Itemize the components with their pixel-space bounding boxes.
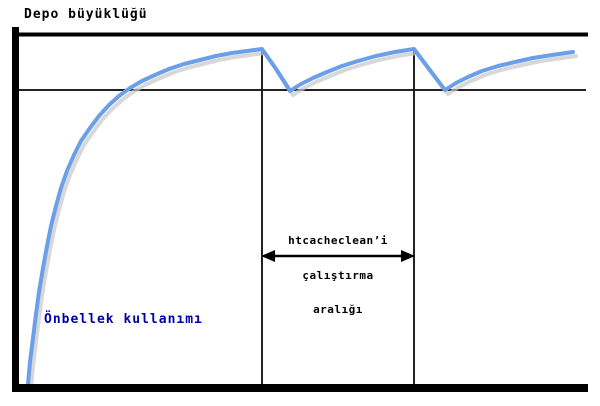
y-axis-title: Depo büyüklüğü (24, 7, 148, 22)
interval-label-line1: htcacheclean’i (288, 234, 388, 247)
cache-usage-curve (26, 47, 575, 386)
cache-usage-curve-shadow (29, 51, 578, 390)
curve-label: Önbellek kullanımı (44, 312, 203, 327)
interval-arrow-head-left-icon (261, 250, 275, 262)
interval-label-line3: aralığı (313, 303, 363, 316)
interval-label-line2: çalıştırma (302, 268, 374, 282)
interval-arrow-head-right-icon (401, 250, 415, 262)
interval-label: htcacheclean’i çalıştırma aralığı (262, 212, 414, 339)
